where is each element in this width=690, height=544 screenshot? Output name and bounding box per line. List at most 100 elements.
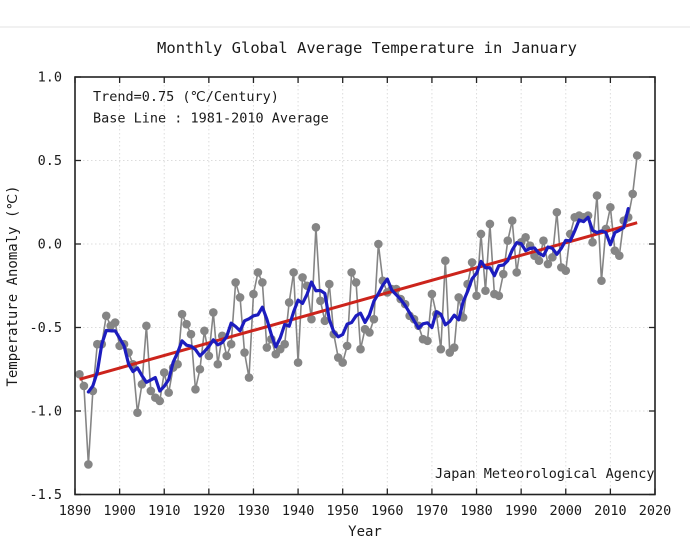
data-point: [499, 269, 508, 279]
x-tick-label: 2020: [639, 503, 672, 519]
data-point: [213, 359, 223, 369]
data-point: [449, 343, 459, 352]
data-point: [423, 336, 432, 346]
data-point: [316, 296, 325, 306]
data-point: [476, 229, 486, 239]
data-point: [204, 351, 214, 361]
data-point: [177, 309, 187, 319]
data-point: [503, 236, 513, 245]
data-point: [436, 344, 446, 354]
data-point: [146, 386, 156, 396]
data-point: [289, 268, 298, 277]
data-point: [155, 396, 165, 406]
data-point: [507, 216, 517, 225]
data-point: [209, 308, 218, 317]
data-point: [521, 233, 530, 242]
x-tick-label: 1900: [103, 503, 136, 519]
agency-annotation: Japan Meteorological Agency: [435, 466, 654, 482]
data-point: [592, 191, 602, 200]
x-tick-label: 1960: [371, 503, 404, 519]
series-layer: [75, 151, 642, 469]
data-point: [262, 343, 272, 352]
tick-layer: [74, 76, 656, 496]
x-tick-label: 1930: [237, 503, 270, 519]
x-tick-label: 1950: [326, 503, 359, 519]
data-point: [133, 408, 142, 417]
data-point: [258, 278, 267, 287]
data-point: [142, 321, 151, 331]
y-tick-label: -1.5: [29, 487, 62, 503]
x-tick-label: 1940: [282, 503, 315, 519]
data-point: [467, 258, 477, 267]
y-tick-label: 1.0: [38, 70, 62, 86]
data-point: [338, 358, 347, 367]
data-point: [494, 291, 504, 301]
data-point: [543, 259, 553, 269]
data-point: [472, 291, 481, 301]
tick-label-layer: 1890 1900 1910 1920 1930 1940 1950 1960 1970 1980…: [29, 70, 671, 520]
data-point: [240, 348, 249, 357]
data-point: [79, 381, 89, 391]
data-point: [222, 351, 231, 361]
data-point: [632, 151, 642, 160]
annual-anomaly-line: [78, 155, 638, 466]
data-point: [539, 236, 548, 245]
data-point: [231, 278, 240, 287]
data-point: [441, 256, 450, 266]
data-point: [311, 223, 321, 232]
data-point: [597, 276, 606, 286]
data-point: [548, 253, 557, 262]
running-mean-line: [86, 206, 630, 394]
x-tick-label: 2000: [550, 503, 583, 519]
data-point: [356, 344, 365, 354]
data-point: [186, 329, 196, 339]
y-tick-label: 0.5: [38, 153, 62, 169]
data-point: [164, 388, 173, 397]
data-point: [137, 379, 147, 389]
trend-annotation: Trend=0.75 (℃/Century): [93, 89, 279, 105]
x-tick-label: 1970: [416, 503, 449, 519]
data-point: [588, 238, 597, 247]
data-point: [485, 219, 495, 229]
data-point: [84, 460, 93, 469]
data-point: [226, 339, 236, 349]
data-point: [561, 266, 571, 276]
data-point: [173, 359, 182, 369]
data-point: [351, 278, 361, 287]
data-point: [512, 268, 521, 277]
data-point: [454, 293, 463, 302]
data-point: [298, 273, 307, 282]
data-point: [347, 268, 356, 277]
data-point: [244, 373, 254, 382]
data-point: [280, 339, 289, 349]
data-point: [325, 279, 334, 289]
data-point: [342, 341, 352, 351]
data-point: [293, 358, 303, 367]
y-tick-label: -1.0: [29, 404, 62, 420]
chart-title: Monthly Global Average Temperature in Ja…: [157, 39, 577, 57]
data-point: [182, 319, 191, 329]
data-point: [191, 384, 200, 394]
data-point: [101, 311, 111, 321]
data-point: [249, 289, 258, 299]
data-point: [628, 189, 637, 199]
plot-border: [74, 76, 656, 496]
x-tick-label: 1980: [460, 503, 493, 519]
y-tick-label: -0.5: [29, 320, 62, 336]
y-axis-label: Temperature Anomaly (℃): [5, 185, 21, 386]
x-tick-label: 1990: [505, 503, 538, 519]
data-point: [534, 256, 544, 266]
y-tick-label: 0.0: [38, 237, 62, 253]
data-point: [307, 314, 316, 324]
grid-layer: [75, 77, 655, 495]
data-point: [552, 207, 562, 217]
baseline-annotation: Base Line : 1981-2010 Average: [93, 111, 329, 127]
data-point: [320, 316, 330, 326]
data-point: [374, 239, 383, 249]
data-point: [427, 289, 437, 299]
data-point: [159, 368, 169, 377]
data-point: [110, 318, 120, 327]
data-point: [284, 298, 294, 307]
